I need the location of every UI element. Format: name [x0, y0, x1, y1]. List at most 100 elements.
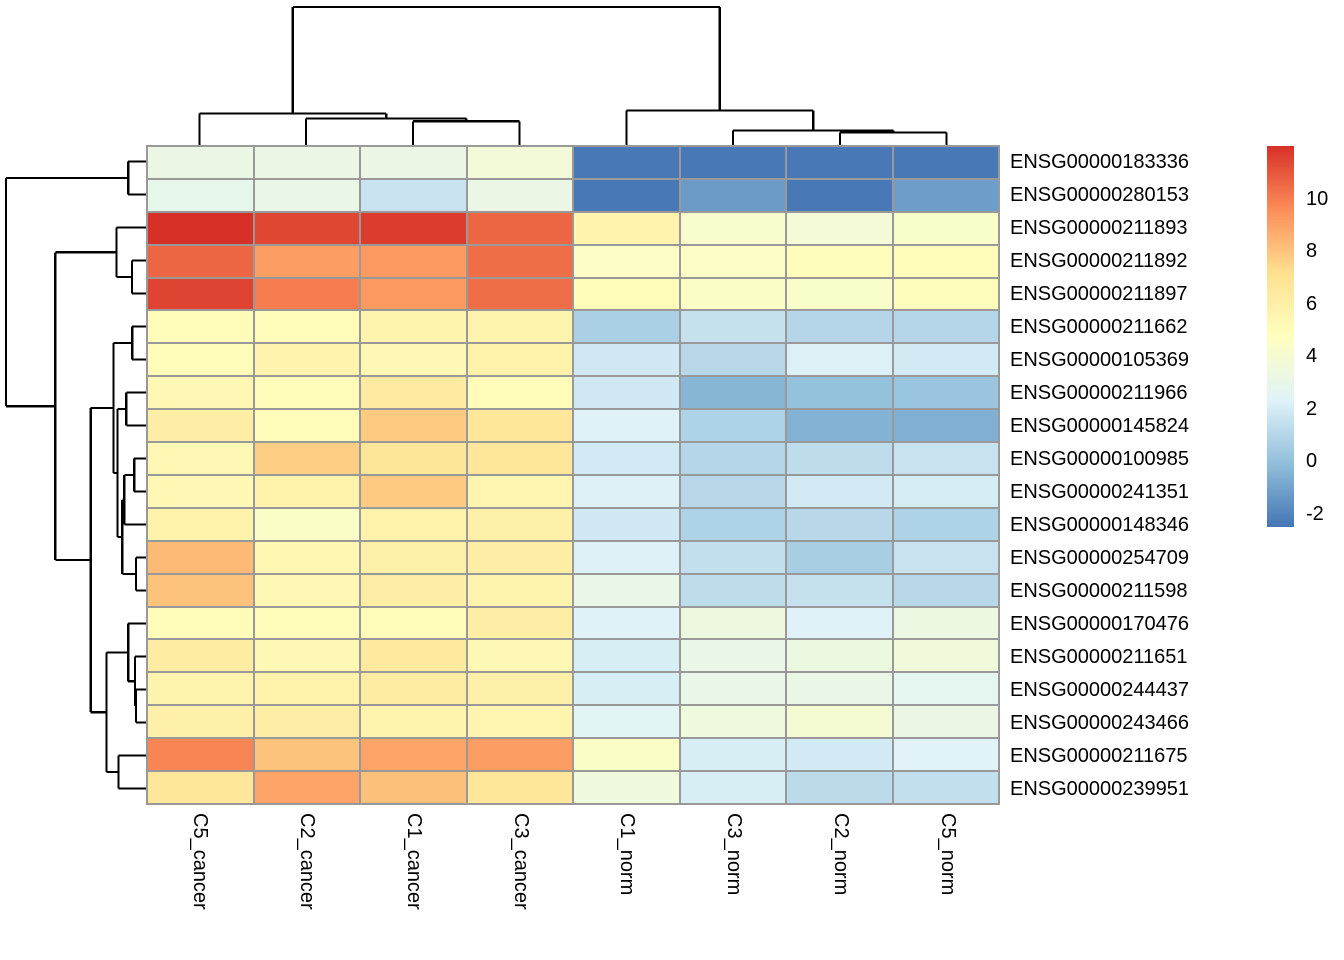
heatmap-cell [680, 706, 785, 738]
heatmap-cell [893, 179, 998, 211]
heatmap-cell [361, 706, 466, 738]
row-label: ENSG00000211897 [1010, 282, 1188, 305]
heatmap-cell [467, 245, 572, 277]
heatmap-cell [787, 739, 892, 771]
heatmap-cell [680, 739, 785, 771]
heatmap-cell [361, 377, 466, 409]
heatmap-cell [893, 673, 998, 705]
heatmap-cell [893, 278, 998, 310]
heatmap-cell [893, 245, 998, 277]
heatmap-cell [254, 607, 359, 639]
heatmap-cell [148, 410, 253, 442]
row-label: ENSG00000239951 [1010, 777, 1190, 800]
heatmap-cell [148, 541, 253, 573]
heatmap-cell [467, 475, 572, 507]
heatmap-cell [148, 311, 253, 343]
heatmap-cell [361, 640, 466, 672]
row-label: ENSG00000211598 [1010, 579, 1188, 602]
heatmap-cell [787, 311, 892, 343]
row-label: ENSG00000211675 [1010, 744, 1188, 767]
heatmap-cell [574, 410, 679, 442]
heatmap-cell [574, 147, 679, 178]
heatmap-cell [893, 344, 998, 376]
heatmap-cell [254, 147, 359, 178]
heatmap-cell [467, 706, 572, 738]
heatmap-cell [680, 541, 785, 573]
heatmap-cell [467, 147, 572, 178]
heatmap-cell [893, 410, 998, 442]
heatmap-cell [148, 574, 253, 606]
heatmap-cell [467, 179, 572, 211]
column-label: C5_cancer [189, 813, 212, 910]
heatmap-cell [787, 673, 892, 705]
heatmap-cell [467, 377, 572, 409]
heatmap-cell [254, 179, 359, 211]
heatmap-cell [254, 574, 359, 606]
row-label: ENSG00000183336 [1010, 150, 1190, 173]
heatmap-cell [787, 607, 892, 639]
heatmap-cell [893, 212, 998, 244]
heatmap-cell [148, 245, 253, 277]
heatmap-cell [361, 147, 466, 178]
legend-tick-label: 0 [1306, 450, 1318, 473]
heatmap-cell [680, 278, 785, 310]
row-label: ENSG00000280153 [1010, 183, 1190, 206]
heatmap-cell [574, 673, 679, 705]
heatmap-cell [787, 147, 892, 178]
heatmap-cell [574, 278, 679, 310]
heatmap-cell [361, 475, 466, 507]
heatmap-cell [787, 377, 892, 409]
heatmap-cell [254, 278, 359, 310]
heatmap-cell [680, 212, 785, 244]
row-label: ENSG00000241351 [1010, 480, 1190, 503]
heatmap-cell [254, 311, 359, 343]
heatmap-cell [254, 377, 359, 409]
heatmap-cell [680, 410, 785, 442]
heatmap-cell [787, 278, 892, 310]
row-label: ENSG00000211966 [1010, 381, 1188, 404]
heatmap-cell [361, 673, 466, 705]
row-label: ENSG00000105369 [1010, 348, 1190, 371]
heatmap-cell [680, 179, 785, 211]
heatmap-cell [254, 212, 359, 244]
heatmap-cell [148, 443, 253, 474]
heatmap-cell [680, 245, 785, 277]
heatmap-cell [787, 344, 892, 376]
heatmap-cell [148, 147, 253, 178]
heatmap-cell [148, 607, 253, 639]
column-label: C2_norm [829, 813, 852, 896]
heatmap-cell [467, 508, 572, 540]
heatmap-cell [787, 772, 892, 803]
heatmap-cell [787, 410, 892, 442]
row-label: ENSG00000211651 [1010, 645, 1188, 668]
heatmap-cell [467, 739, 572, 771]
column-label: C3_norm [723, 813, 746, 896]
heatmap-cell [574, 706, 679, 738]
legend-tick-label: 4 [1306, 345, 1318, 368]
legend-tick-label: 10 [1306, 187, 1329, 210]
legend-tick-label: 6 [1306, 292, 1318, 315]
heatmap-cell [893, 607, 998, 639]
heatmap-cell [148, 640, 253, 672]
heatmap-cell [467, 574, 572, 606]
heatmap-cell [574, 179, 679, 211]
heatmap-cell [254, 410, 359, 442]
heatmap-cell [680, 772, 785, 803]
heatmap-cell [574, 212, 679, 244]
heatmap-cell [680, 311, 785, 343]
heatmap-cell [893, 541, 998, 573]
heatmap-cell [361, 443, 466, 474]
heatmap-cell [254, 344, 359, 376]
heatmap-cell [574, 640, 679, 672]
heatmap-cell [893, 311, 998, 343]
row-label: ENSG00000170476 [1010, 612, 1190, 635]
heatmap-cell [574, 377, 679, 409]
heatmap-cell [361, 607, 466, 639]
legend-tick-label: -2 [1306, 502, 1324, 525]
heatmap-cell [148, 344, 253, 376]
heatmap-cell [361, 278, 466, 310]
heatmap-cell [893, 377, 998, 409]
heatmap-cell [574, 739, 679, 771]
heatmap-cell [467, 772, 572, 803]
